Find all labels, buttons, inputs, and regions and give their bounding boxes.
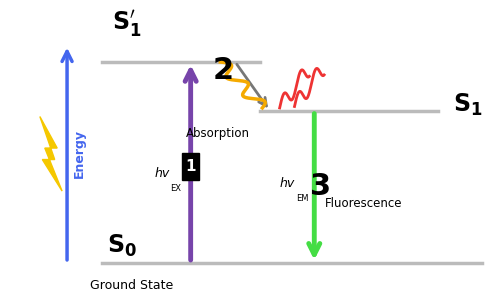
Text: 1: 1 [186,159,196,174]
Text: $\mathbf{S_0}$: $\mathbf{S_0}$ [106,232,136,259]
Text: Ground State: Ground State [90,279,173,292]
Text: hv: hv [280,177,294,190]
Text: $\mathbf{S_1}$: $\mathbf{S_1}$ [452,92,482,118]
Text: hv: hv [154,167,170,180]
Text: 2: 2 [212,56,234,85]
Text: $\mathbf{S_1'}$: $\mathbf{S_1'}$ [112,8,141,39]
Text: Absorption: Absorption [186,127,250,140]
Text: Fluorescence: Fluorescence [325,197,402,211]
FancyBboxPatch shape [182,153,199,181]
Text: EX: EX [170,184,181,193]
Text: 3: 3 [310,172,331,201]
Text: EM: EM [296,194,308,203]
Text: Energy: Energy [73,129,86,178]
Polygon shape [40,116,62,191]
